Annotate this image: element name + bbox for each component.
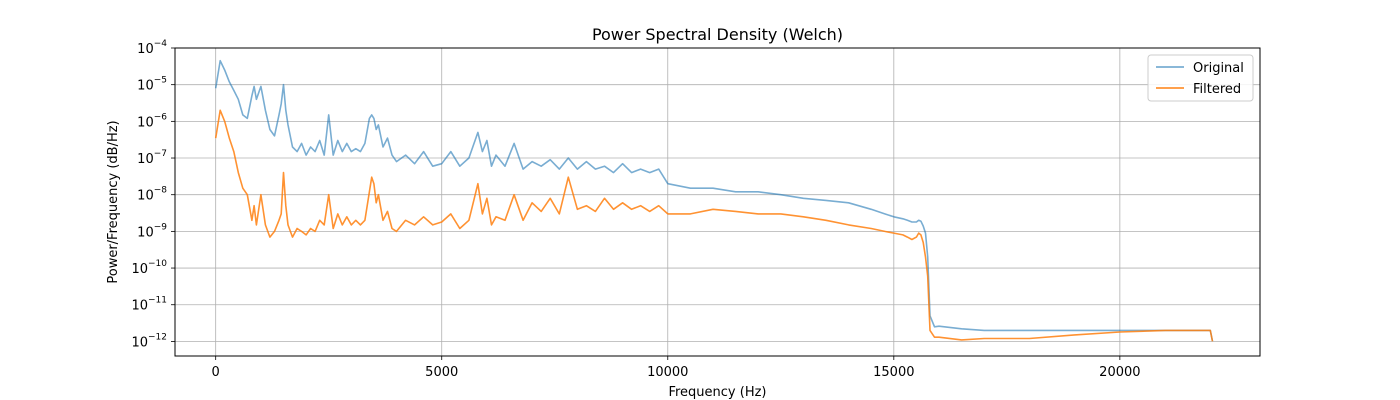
x-tick-label: 20000 [1099,365,1140,380]
y-tick-label: 10−10 [131,259,167,277]
x-tick-label: 5000 [425,365,458,380]
y-tick-label: 10−7 [137,149,167,167]
legend-label-filtered: Filtered [1193,82,1241,97]
y-tick-label: 10−8 [137,186,167,204]
y-tick-label: 10−4 [137,39,167,57]
series-line-filtered [214,109,1214,342]
y-axis-label: Power/Frequency (dB/Hz) [106,120,121,283]
x-axis-ticks: 0 5000 10000 15000 20000 [212,356,1141,380]
plot-frame [174,47,1261,357]
y-tick-label: 10−11 [131,296,167,314]
y-axis-ticks: 10−12 10−11 10−10 10−9 10−8 10−7 10−6 10−5 10−4 [131,39,175,350]
x-axis-label: Frequency (Hz) [668,385,766,400]
legend-label-original: Original [1193,61,1244,76]
y-tick-label: 10−9 [137,222,167,240]
x-tick-label: 15000 [873,365,914,380]
y-tick-label: 10−6 [137,112,167,130]
x-tick-label: 0 [212,365,220,380]
series-lines [214,59,1214,342]
x-tick-label: 10000 [647,365,688,380]
chart-title: Power Spectral Density (Welch) [592,25,843,44]
series-line-original [214,59,1214,342]
y-tick-label: 10−5 [137,76,167,94]
legend: Original Filtered [1147,54,1254,102]
y-tick-label: 10−12 [131,332,167,350]
